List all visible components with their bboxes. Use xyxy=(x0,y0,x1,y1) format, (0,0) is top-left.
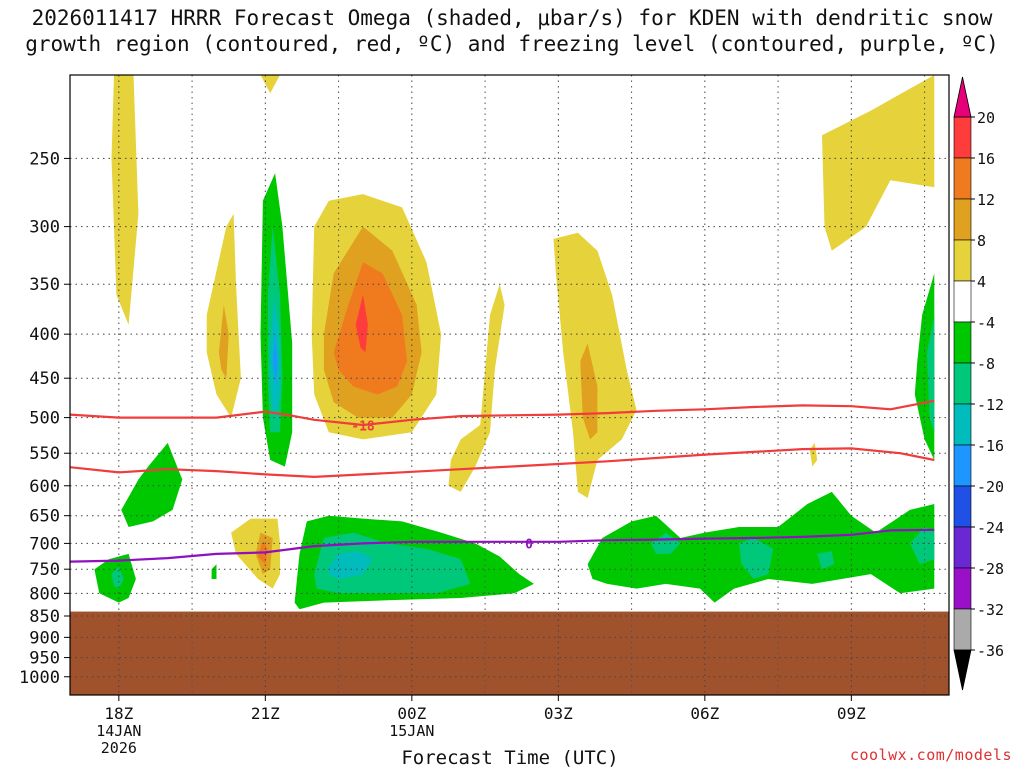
colorbar-label: 8 xyxy=(977,232,986,250)
colorbar-label: -24 xyxy=(977,519,1004,537)
freezing-level-label: 0 xyxy=(525,537,533,552)
omega-region xyxy=(448,284,505,492)
y-tick-label: 250 xyxy=(29,149,60,169)
x-tick-label: 03Z xyxy=(544,704,573,723)
y-axis: 2503003504004505005506006507007508008509… xyxy=(19,149,70,688)
colorbar-swatch xyxy=(953,280,972,323)
colorbar-swatch xyxy=(953,444,972,487)
y-tick-label: 400 xyxy=(29,325,60,345)
omega-region xyxy=(111,75,139,325)
y-tick-label: 700 xyxy=(29,534,60,554)
colorbar-swatch xyxy=(953,239,972,282)
gridlines xyxy=(70,75,949,695)
freezing-level-contour xyxy=(70,528,935,563)
omega-region xyxy=(809,442,818,467)
x-tick-label: 18Z xyxy=(104,704,133,723)
colorbar-swatch xyxy=(953,321,972,364)
colorbar-swatch xyxy=(953,567,972,610)
colorbar-arrow-bottom xyxy=(953,649,972,691)
y-tick-label: 1000 xyxy=(19,668,60,688)
omega-region xyxy=(927,315,935,433)
colorbar-arrow-top xyxy=(953,76,972,118)
colorbar-swatch xyxy=(953,608,972,651)
colorbar-label: -8 xyxy=(977,355,995,373)
omega-region xyxy=(121,442,183,527)
colorbar-label: 12 xyxy=(977,191,995,209)
omega-region xyxy=(333,262,407,395)
omega-region xyxy=(218,305,229,379)
omega-region xyxy=(651,532,681,554)
colorbar-swatch xyxy=(953,403,972,446)
y-tick-label: 450 xyxy=(29,369,60,389)
below-ground-fill xyxy=(70,611,949,695)
colorbar-label: 20 xyxy=(977,109,995,127)
y-tick-label: 850 xyxy=(29,607,60,627)
chart-title-line1: 2026011417 HRRR Forecast Omega (shaded, … xyxy=(31,6,993,30)
colorbar-label: -28 xyxy=(977,560,1004,578)
y-tick-label: 950 xyxy=(29,649,60,669)
y-tick-label: 800 xyxy=(29,584,60,604)
x-axis-label: Forecast Time (UTC) xyxy=(401,747,618,768)
colorbar-swatch xyxy=(953,157,972,200)
colorbar-label: -12 xyxy=(977,396,1004,414)
colorbar-label: 16 xyxy=(977,150,995,168)
y-tick-label: 600 xyxy=(29,477,60,497)
x-tick-label: 09Z xyxy=(837,704,866,723)
colorbar-label: -16 xyxy=(977,437,1004,455)
y-tick-label: 350 xyxy=(29,275,60,295)
omega-region xyxy=(580,343,598,440)
omega-region xyxy=(817,551,835,570)
watermark: coolwx.com/models xyxy=(849,746,1012,764)
dgz-contour xyxy=(70,447,935,478)
omega-region xyxy=(314,532,471,594)
x-tick-year: 2026 xyxy=(101,739,137,757)
omega-region xyxy=(909,527,935,565)
chart-title-line2: growth region (contoured, red, ºC) and f… xyxy=(25,32,999,56)
omega-region xyxy=(260,75,280,94)
colorbar-swatch xyxy=(953,485,972,528)
colorbar-swatch xyxy=(953,526,972,569)
x-tick-label: 21Z xyxy=(251,704,280,723)
colorbar-label: -36 xyxy=(977,642,1004,660)
omega-region xyxy=(822,75,935,251)
dgz-contour xyxy=(70,399,935,427)
colorbar-label: -20 xyxy=(977,478,1004,496)
omega-region xyxy=(272,334,278,387)
colorbar-label: -32 xyxy=(977,601,1004,619)
omega-region xyxy=(111,566,124,589)
omega-region xyxy=(355,294,368,353)
colorbar-swatch xyxy=(953,362,972,405)
y-tick-label: 500 xyxy=(29,409,60,429)
x-tick-label: 06Z xyxy=(690,704,719,723)
plot-frame xyxy=(69,74,950,696)
below-ground-layer xyxy=(70,611,949,695)
omega-region xyxy=(553,232,637,499)
contour-layer: -18 0 xyxy=(70,399,935,563)
omega-fill-layer xyxy=(94,75,935,610)
y-tick-label: 550 xyxy=(29,444,60,464)
y-tick-label: 300 xyxy=(29,218,60,238)
colorbar-label: -4 xyxy=(977,314,995,332)
x-tick-date: 14JAN xyxy=(96,722,141,740)
y-tick-label: 650 xyxy=(29,507,60,527)
x-tick-date: 15JAN xyxy=(389,722,434,740)
dgz-contour-label: -18 xyxy=(351,420,375,435)
colorbar-swatch xyxy=(953,116,972,159)
y-tick-label: 900 xyxy=(29,628,60,648)
colorbar-swatch xyxy=(953,198,972,241)
omega-region xyxy=(328,551,373,579)
colorbar-label: 4 xyxy=(977,273,986,291)
omega-region xyxy=(211,564,217,579)
y-tick-label: 750 xyxy=(29,560,60,580)
colorbar: 20 16 12 8 4 -4 -8 -12 -16 -20 -24 -28 -32 -36 xyxy=(953,76,1004,691)
x-tick-label: 00Z xyxy=(397,704,426,723)
